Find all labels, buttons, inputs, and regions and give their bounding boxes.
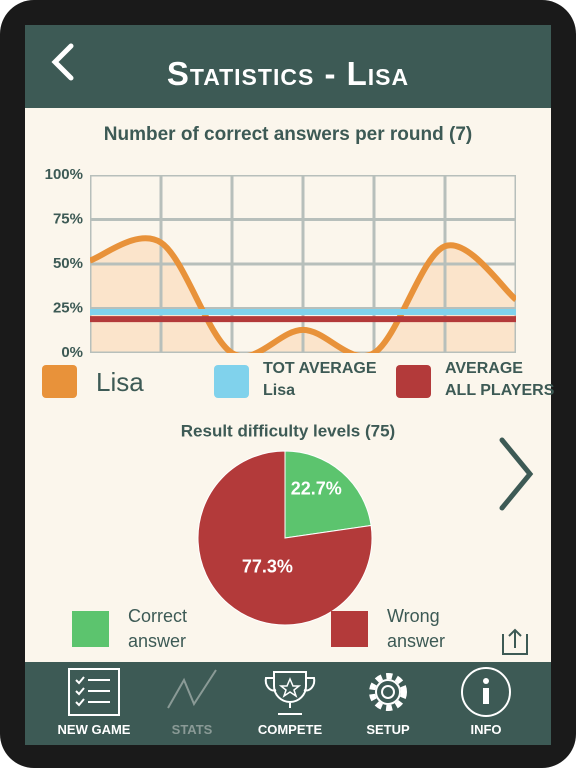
header: Statistics - Lisa	[25, 25, 551, 108]
chart-title: Result difficulty levels (75)	[181, 421, 395, 440]
nav-icon	[369, 673, 407, 711]
nav-icon	[381, 685, 395, 699]
back-button[interactable]	[45, 40, 105, 100]
legend-label: Wrong answer	[387, 606, 446, 651]
nav-icon	[75, 698, 110, 707]
area	[90, 238, 516, 353]
nav-icon	[278, 677, 302, 698]
series-line	[90, 235, 516, 353]
legend-swatch	[396, 365, 431, 398]
nav-icon	[68, 668, 120, 716]
slice-label: 22.7%	[291, 479, 342, 499]
nav-icon	[264, 671, 316, 715]
screen-title: Statistics - Lisa	[166, 55, 410, 92]
next-button[interactable]	[499, 437, 534, 511]
y-tick-label: 25%	[53, 299, 83, 316]
nav-item[interactable]: STATS	[171, 722, 213, 737]
nav-icons	[68, 667, 511, 717]
nav-icon	[167, 669, 217, 709]
y-tick-label: 0%	[61, 344, 83, 361]
pie-slice	[284, 450, 372, 539]
nav-item[interactable]: COMPETE	[257, 722, 323, 737]
nav-item[interactable]: NEW GAME	[57, 722, 131, 737]
legend-swatch	[214, 365, 249, 398]
legend-label: Correct answer	[128, 606, 188, 651]
legend-label: TOT AVERAGE Lisa	[263, 360, 377, 399]
chart-title: Number of correct answers per round (7)	[104, 124, 472, 145]
nav-icon	[375, 679, 401, 705]
nav-icon	[483, 688, 489, 704]
legend-swatch	[72, 611, 109, 647]
legend-label: Lisa	[96, 367, 144, 397]
bottom-nav: NEW GAME STATS COMPETE SETUP INFO	[25, 662, 551, 745]
nav-item[interactable]: SETUP	[366, 722, 410, 737]
screen: Statistics - Lisa NEW GAME STATS COMPETE SE…	[25, 25, 551, 745]
nav-icon	[461, 667, 511, 717]
nav-icon	[483, 678, 489, 684]
plot	[90, 175, 516, 353]
nav-icon	[75, 676, 110, 685]
slice-label: 77.3%	[242, 556, 293, 576]
y-tick-label: 75%	[53, 210, 83, 227]
nav-item[interactable]: INFO	[470, 722, 502, 737]
y-tick-label: 100%	[45, 166, 83, 183]
legend-swatch	[331, 611, 368, 647]
pie-slice	[197, 450, 373, 626]
y-tick-label: 50%	[53, 255, 83, 272]
legend-swatch	[42, 365, 77, 398]
nav-icon	[75, 687, 110, 696]
share-icon	[502, 628, 528, 655]
legend-label: AVERAGE ALL PLAYERS	[445, 360, 555, 399]
